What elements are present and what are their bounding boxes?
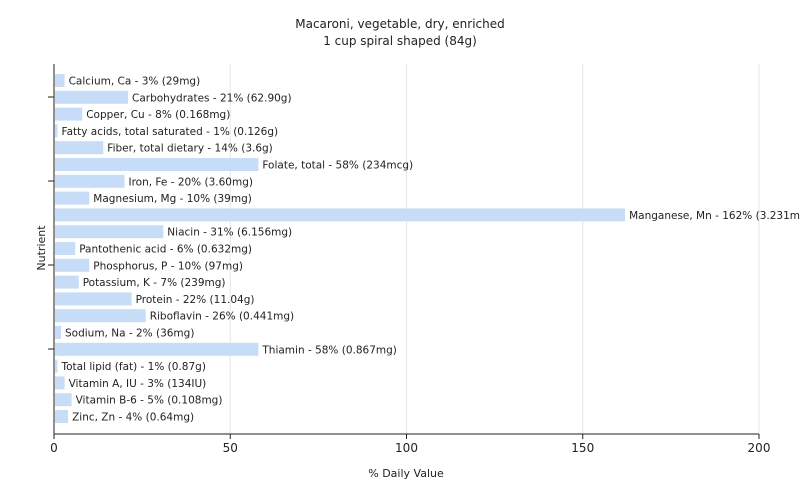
bar (55, 309, 146, 323)
bar (55, 410, 69, 423)
y-axis-label: Nutrient (35, 225, 48, 271)
bar (55, 275, 79, 289)
bar-label: Total lipid (fat) - 1% (0.87g) (61, 361, 206, 373)
bar (55, 191, 90, 205)
bar (55, 74, 65, 87)
bar-label: Iron, Fe - 20% (3.60mg) (129, 176, 253, 188)
bar (55, 292, 132, 306)
bar-label: Niacin - 31% (6.156mg) (167, 227, 292, 239)
bar (55, 124, 58, 138)
chart-subtitle: 1 cup spiral shaped (84g) (323, 34, 477, 48)
bar-label: Magnesium, Mg - 10% (39mg) (93, 193, 252, 205)
bar-label: Zinc, Zn - 4% (0.64mg) (72, 412, 194, 424)
bar-label: Vitamin B-6 - 5% (0.108mg) (76, 395, 223, 407)
bar (55, 174, 125, 188)
bar (55, 141, 104, 155)
bar (55, 90, 128, 104)
bar-label: Sodium, Na - 2% (36mg) (65, 328, 194, 340)
bar (55, 242, 76, 255)
x-axis-label: % Daily Value (368, 467, 444, 480)
x-tick-label: 50 (223, 441, 238, 455)
bar (55, 376, 65, 390)
bar (55, 393, 72, 407)
bar-label: Thiamin - 58% (0.867mg) (261, 344, 397, 356)
bar (55, 326, 61, 339)
bar-label: Copper, Cu - 8% (0.168mg) (86, 109, 230, 121)
bar-label: Fiber, total dietary - 14% (3.6g) (107, 143, 272, 155)
bar-label: Phosphorus, P - 10% (97mg) (93, 260, 243, 272)
bar-label: Manganese, Mn - 162% (3.231mg) (629, 210, 800, 222)
bars-group: Calcium, Ca - 3% (29mg) Carbohydrates - 2… (55, 74, 800, 424)
bar-label: Carbohydrates - 21% (62.90g) (132, 92, 292, 104)
bar-label: Riboflavin - 26% (0.441mg) (150, 311, 294, 323)
bar-label: Potassium, K - 7% (239mg) (83, 277, 226, 289)
bar (55, 158, 259, 171)
bar (55, 359, 58, 373)
bar (55, 342, 259, 356)
x-tick-label: 200 (748, 441, 771, 455)
bar-label: Vitamin A, IU - 3% (134IU) (69, 378, 207, 390)
grid-lines (229, 64, 760, 434)
bar (55, 258, 90, 272)
bar (55, 107, 83, 121)
bar-label: Protein - 22% (11.04g) (136, 294, 255, 306)
axes-group: 0 50 100 150 200 (48, 64, 770, 455)
x-tick-label: 100 (395, 441, 418, 455)
chart-title: Macaroni, vegetable, dry, enriched (295, 17, 504, 31)
x-tick-label: 0 (50, 441, 58, 455)
x-tick-label: 150 (571, 441, 594, 455)
bar (55, 208, 626, 222)
bar (55, 225, 164, 239)
bar-label: Pantothenic acid - 6% (0.632mg) (79, 244, 252, 256)
bar-label: Folate, total - 58% (234mcg) (262, 160, 413, 172)
bar-label: Calcium, Ca - 3% (29mg) (69, 76, 201, 88)
bar-label: Fatty acids, total saturated - 1% (0.126… (62, 126, 279, 138)
